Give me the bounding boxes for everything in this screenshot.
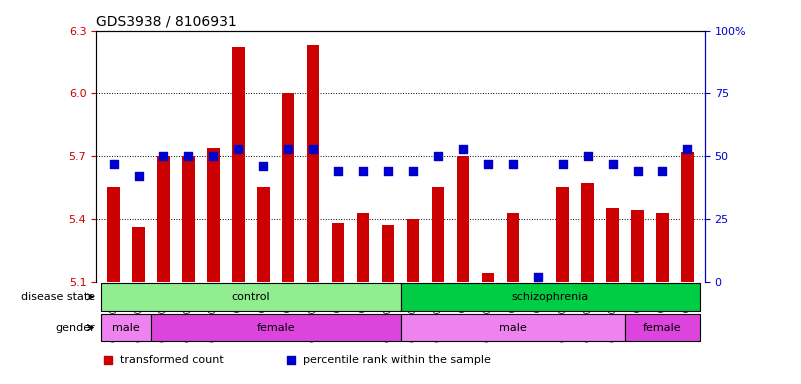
Text: gender: gender	[56, 323, 95, 333]
Bar	[631, 210, 644, 281]
FancyBboxPatch shape	[101, 314, 151, 341]
Bar	[157, 156, 170, 281]
Bar	[681, 152, 694, 281]
FancyBboxPatch shape	[101, 283, 400, 311]
Bar	[257, 187, 269, 281]
Text: GDS3938 / 8106931: GDS3938 / 8106931	[96, 14, 237, 28]
Point	[257, 163, 270, 169]
Bar	[332, 223, 344, 281]
Bar	[132, 227, 145, 281]
Text: schizophrenia: schizophrenia	[512, 292, 589, 302]
Point	[232, 146, 245, 152]
Text: disease state: disease state	[22, 292, 95, 302]
Text: transformed count: transformed count	[120, 354, 224, 364]
Text: control: control	[231, 292, 270, 302]
Point	[681, 146, 694, 152]
Bar	[457, 156, 469, 281]
Bar	[356, 213, 369, 281]
Text: female: female	[256, 323, 295, 333]
Point	[407, 168, 420, 174]
Bar	[656, 213, 669, 281]
Point	[556, 161, 569, 167]
Text: male: male	[499, 323, 526, 333]
Bar	[407, 219, 419, 281]
Text: female: female	[643, 323, 682, 333]
Point	[107, 161, 120, 167]
Bar	[232, 48, 244, 281]
Bar	[382, 225, 394, 281]
FancyBboxPatch shape	[400, 283, 700, 311]
Point	[182, 153, 195, 159]
Point	[157, 153, 170, 159]
Point	[505, 205, 517, 211]
Bar	[557, 187, 569, 281]
Bar	[207, 148, 219, 281]
Bar	[582, 183, 594, 281]
Point	[207, 153, 219, 159]
Point	[531, 273, 544, 280]
FancyBboxPatch shape	[625, 314, 700, 341]
Point	[282, 146, 295, 152]
Point	[506, 161, 519, 167]
Bar	[432, 187, 445, 281]
Bar	[182, 156, 195, 281]
Point	[582, 153, 594, 159]
Bar	[606, 209, 619, 281]
Bar	[282, 93, 295, 281]
Point	[332, 168, 344, 174]
Bar	[481, 273, 494, 281]
Point	[481, 161, 494, 167]
Bar	[506, 213, 519, 281]
Point	[432, 153, 445, 159]
Point	[307, 146, 320, 152]
Point	[631, 168, 644, 174]
Point	[132, 173, 145, 179]
Bar	[307, 45, 320, 281]
Bar	[107, 187, 120, 281]
Point	[656, 168, 669, 174]
Text: male: male	[112, 323, 140, 333]
Text: percentile rank within the sample: percentile rank within the sample	[303, 354, 491, 364]
Point	[356, 168, 369, 174]
Point	[381, 168, 394, 174]
Point	[606, 161, 619, 167]
FancyBboxPatch shape	[151, 314, 400, 341]
FancyBboxPatch shape	[400, 314, 625, 341]
Point	[457, 146, 469, 152]
